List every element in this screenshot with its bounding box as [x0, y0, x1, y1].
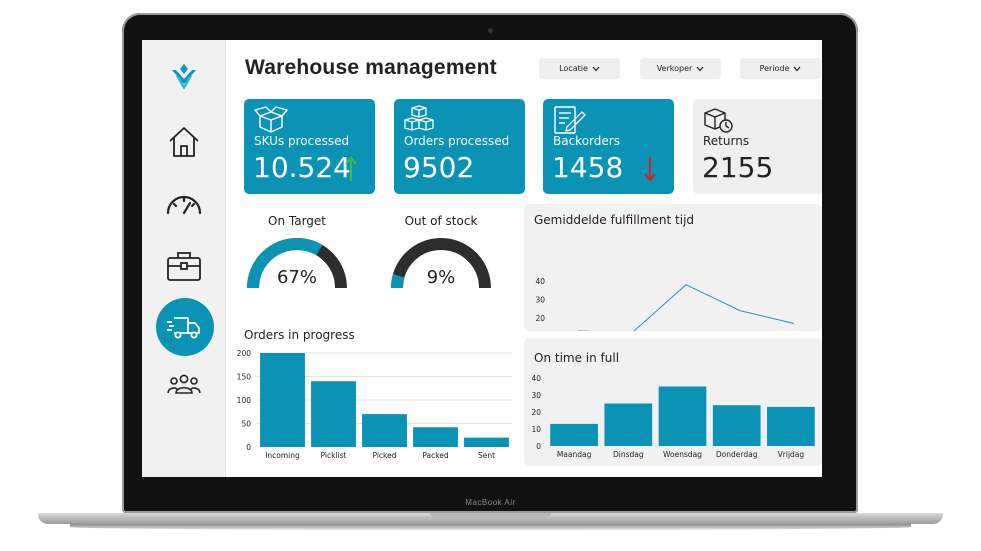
lotus-logo-icon	[171, 64, 196, 90]
clipboard-pen-icon	[554, 106, 586, 134]
kpi-value: 9502	[403, 151, 475, 184]
x-tick-label: Sent	[478, 451, 495, 460]
bar	[712, 405, 761, 446]
filter-label: Periode	[759, 64, 790, 73]
kpi-label: Returns	[703, 134, 750, 148]
briefcase-icon	[166, 252, 201, 281]
trend-up-icon	[345, 156, 357, 181]
y-tick-label: 100	[237, 396, 252, 405]
page-title: Warehouse management	[245, 56, 497, 79]
chevron-down-icon	[592, 66, 600, 71]
bar	[362, 414, 407, 447]
chart-title: Orders in progress	[244, 328, 355, 342]
y-tick-label: 20	[535, 314, 545, 323]
bar	[658, 386, 707, 446]
x-tick-label: Vrijdag	[778, 450, 805, 459]
gauge-value-on-target: 67%	[276, 267, 317, 288]
y-tick-label: 20	[531, 408, 541, 417]
y-tick-label: 0	[246, 443, 251, 452]
panel-on-time-in-full: On time in full 0 10 20 30 40 Maandag Dinsdag W…	[524, 338, 822, 466]
device-label: MacBook Air	[465, 498, 516, 507]
y-tick-label: 30	[531, 391, 541, 400]
x-tick-label: Picklist	[321, 451, 347, 460]
truck-icon	[166, 317, 200, 339]
kpi-card-skus[interactable]: SKUs processed 10.524	[244, 99, 375, 194]
y-tick-label: 40	[535, 277, 545, 286]
laptop-base-notch	[430, 513, 551, 518]
camera-dot	[488, 28, 493, 33]
panel-fulfillment-time: Gemiddelde fulfillment tijd 010203040Maa…	[524, 204, 822, 331]
gauge-value-out-of-stock: 9%	[426, 267, 456, 288]
bar	[464, 437, 509, 447]
kpi-label: SKUs processed	[254, 134, 350, 148]
sidebar-item-home[interactable]	[142, 122, 225, 162]
bar	[767, 406, 815, 446]
open-box-icon	[254, 106, 288, 133]
bar	[413, 427, 458, 447]
sidebar-item-business[interactable]	[142, 246, 225, 286]
x-tick-label: Incoming	[265, 451, 300, 460]
kpi-value: 10.524	[253, 151, 351, 184]
chart-title: Gemiddelde fulfillment tijd	[534, 213, 695, 227]
kpi-value: 2155	[702, 151, 774, 184]
boxes-icon	[404, 105, 434, 131]
filter-verkoper[interactable]: Verkoper	[640, 58, 721, 79]
x-tick-label: Maandag	[557, 450, 592, 459]
filter-label: Verkoper	[656, 64, 693, 73]
y-tick-label: 0	[536, 442, 541, 451]
kpi-label: Orders processed	[404, 134, 510, 148]
x-tick-label: Packed	[422, 451, 449, 460]
kpi-card-backorders[interactable]: Backorders 1458	[543, 99, 674, 194]
screen: Warehouse management Locatie Verkoper Pe…	[142, 40, 822, 477]
filter-locatie[interactable]: Locatie	[539, 58, 620, 79]
kpi-label: Backorders	[553, 134, 620, 148]
x-tick-label: Donderdag	[716, 450, 758, 459]
gauge-on-target	[247, 238, 347, 289]
kpi-value: 1458	[552, 151, 624, 184]
filter-periode[interactable]: Periode	[740, 58, 821, 79]
laptop-base	[38, 513, 943, 524]
laptop-base-shadow	[70, 524, 911, 530]
chevron-down-icon	[696, 66, 704, 71]
chart-title: On time in full	[534, 351, 620, 365]
users-icon	[166, 374, 201, 394]
kpi-card-returns[interactable]: Returns 2155	[693, 99, 822, 194]
sidebar-item-delivery[interactable]	[142, 309, 225, 345]
sidebar-item-performance[interactable]	[142, 188, 225, 220]
x-tick-label: Picked	[372, 451, 396, 460]
bar	[260, 353, 305, 447]
bar	[311, 381, 356, 447]
sidebar-item-team[interactable]	[142, 370, 225, 398]
x-tick-label: Woensdag	[663, 450, 702, 459]
bar-chart-orders-in-progress: 0 50 100 150 200 Incoming Picklist Picked Packed…	[237, 349, 512, 460]
line-chart-fulfillment: 010203040MaandagDinsdagWoensdagDonderdag…	[535, 277, 795, 331]
gauge-fill	[391, 274, 405, 289]
y-tick-label: 30	[535, 296, 545, 305]
filter-label: Locatie	[559, 64, 588, 73]
kpi-card-orders[interactable]: Orders processed 9502	[394, 99, 525, 194]
logo[interactable]	[142, 58, 225, 94]
bar-chart-on-time-in-full: 0 10 20 30 40 Maandag Dinsdag Woensdag Donderdag…	[531, 374, 815, 459]
gauge-icon	[166, 195, 201, 215]
return-box-icon	[704, 108, 733, 133]
y-tick-label: 40	[531, 374, 541, 383]
gauge-label-on-target: On Target	[268, 214, 326, 228]
trend-down-icon	[644, 157, 656, 182]
bar	[550, 423, 598, 446]
sidebar-active-indicator	[156, 298, 214, 356]
y-tick-label: 50	[241, 420, 251, 429]
home-icon	[168, 127, 199, 157]
chevron-down-icon	[793, 66, 801, 71]
gauge-fill	[247, 238, 323, 289]
gauge-label-out-of-stock: Out of stock	[404, 214, 478, 228]
y-tick-label: 10	[531, 425, 541, 434]
bar	[604, 403, 653, 446]
sidebar	[142, 40, 226, 477]
y-tick-label: 200	[237, 349, 252, 358]
gauge-out-of-stock	[391, 238, 491, 289]
x-tick-label: Dinsdag	[613, 450, 644, 459]
series-line	[578, 284, 795, 331]
y-tick-label: 150	[237, 373, 252, 382]
